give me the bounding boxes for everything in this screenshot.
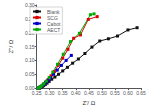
svg-text:0.35: 0.35 xyxy=(58,90,68,96)
svg-text:0.10: 0.10 xyxy=(25,57,35,63)
svg-text:Blank: Blank xyxy=(47,8,60,15)
svg-text:0.65: 0.65 xyxy=(136,90,146,96)
svg-text:0.05: 0.05 xyxy=(25,71,35,77)
svg-text:0.00: 0.00 xyxy=(24,85,35,92)
svg-text:0.45: 0.45 xyxy=(84,90,94,96)
svg-text:Z''/ Ω: Z''/ Ω xyxy=(8,39,14,53)
svg-text:0.50: 0.50 xyxy=(97,90,107,96)
svg-text:Z'/ Ω: Z'/ Ω xyxy=(82,100,95,106)
svg-text:0.60: 0.60 xyxy=(123,90,133,96)
svg-text:0.30: 0.30 xyxy=(45,90,55,96)
svg-text:0.30: 0.30 xyxy=(24,2,35,8)
svg-text:SCG: SCG xyxy=(47,14,58,21)
svg-text:0.55: 0.55 xyxy=(110,90,120,96)
svg-text:0.40: 0.40 xyxy=(71,90,81,96)
svg-text:0.25: 0.25 xyxy=(32,90,42,96)
svg-text:AECT: AECT xyxy=(47,27,60,33)
svg-text:Cabot: Cabot xyxy=(47,20,61,27)
svg-text:0.15: 0.15 xyxy=(25,44,35,50)
